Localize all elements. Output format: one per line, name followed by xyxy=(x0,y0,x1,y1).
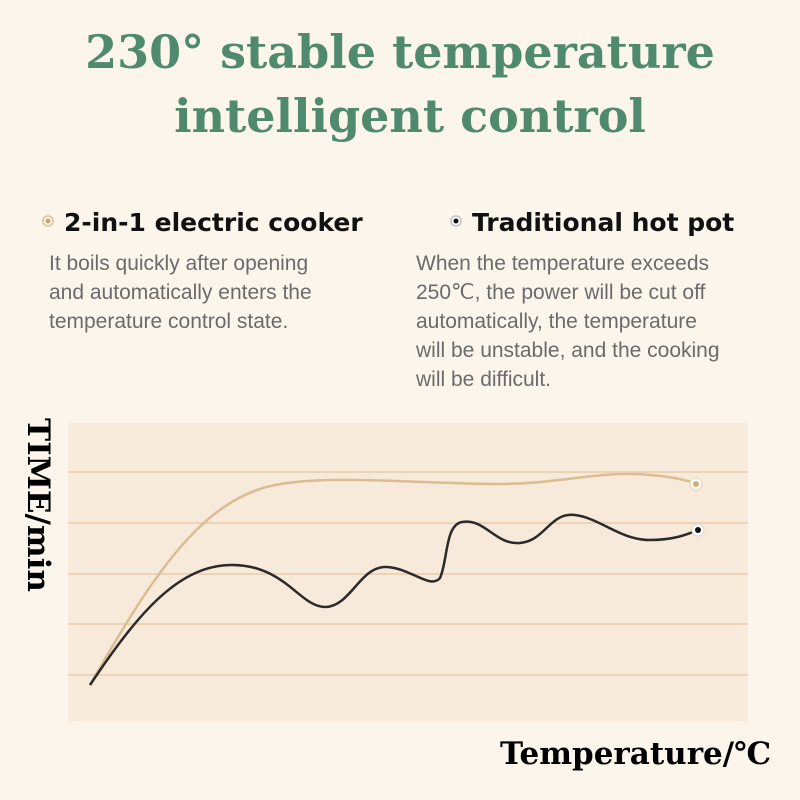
item-heading: 2-in-1 electric cooker xyxy=(64,208,363,237)
item-heading: Traditional hot pot xyxy=(472,208,734,237)
item-description: will be difficult. xyxy=(415,368,551,391)
x-axis-label: Temperature/℃ xyxy=(500,736,771,772)
item-description: and automatically enters the xyxy=(49,281,312,304)
item-description: will be unstable, and the cooking xyxy=(415,339,720,362)
bullet xyxy=(45,218,51,224)
item-description: temperature control state. xyxy=(49,310,288,333)
item-description: It boils quickly after opening xyxy=(49,252,308,275)
y-axis-label: TIME/min xyxy=(20,418,56,592)
cooker-curve xyxy=(88,472,697,686)
bullet xyxy=(453,218,459,224)
end-marker xyxy=(693,481,699,487)
item-description: automatically, the temperature xyxy=(416,310,697,333)
item-description: 250℃, the power will be cut off xyxy=(416,281,706,304)
hotpot-curve xyxy=(88,513,699,686)
title: intelligent control xyxy=(174,89,646,143)
end-marker xyxy=(695,527,701,533)
item-description: When the temperature exceeds xyxy=(416,252,709,275)
title: 230° stable temperature xyxy=(85,25,715,79)
